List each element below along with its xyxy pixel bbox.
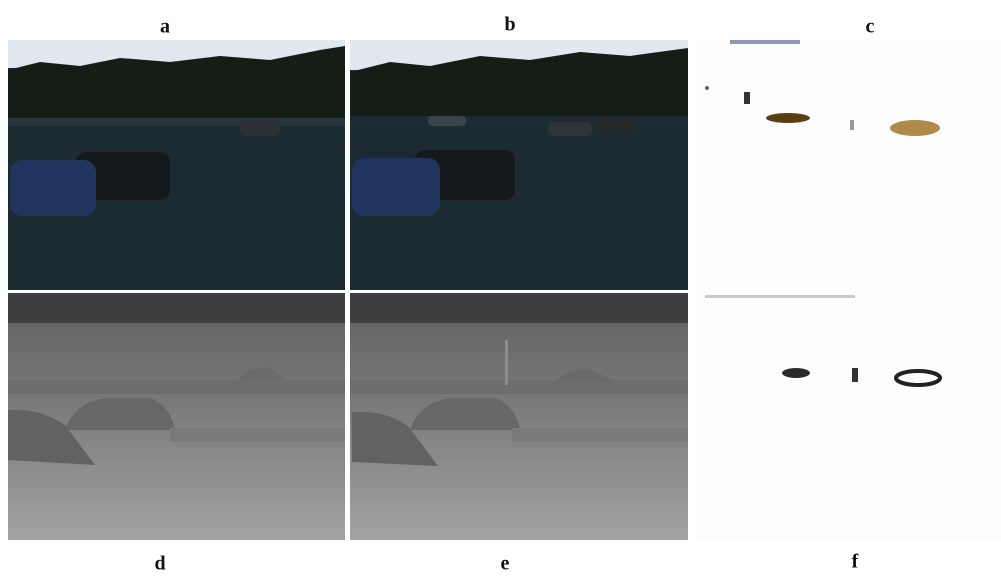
panel-b-image bbox=[350, 40, 688, 290]
panel-label: c bbox=[866, 16, 875, 38]
panel-f-image bbox=[695, 293, 1001, 540]
panel-c-image bbox=[695, 40, 1001, 290]
panel-label: e bbox=[501, 553, 510, 575]
panel-label: f bbox=[852, 551, 859, 573]
panel-label: a bbox=[160, 16, 170, 38]
figure: a b c d e f bbox=[0, 0, 1001, 583]
panel-label: b bbox=[504, 14, 515, 36]
panel-label: d bbox=[154, 553, 165, 575]
panel-d-image bbox=[8, 293, 345, 540]
panel-a-image bbox=[8, 40, 345, 290]
panel-e-image bbox=[350, 293, 688, 540]
